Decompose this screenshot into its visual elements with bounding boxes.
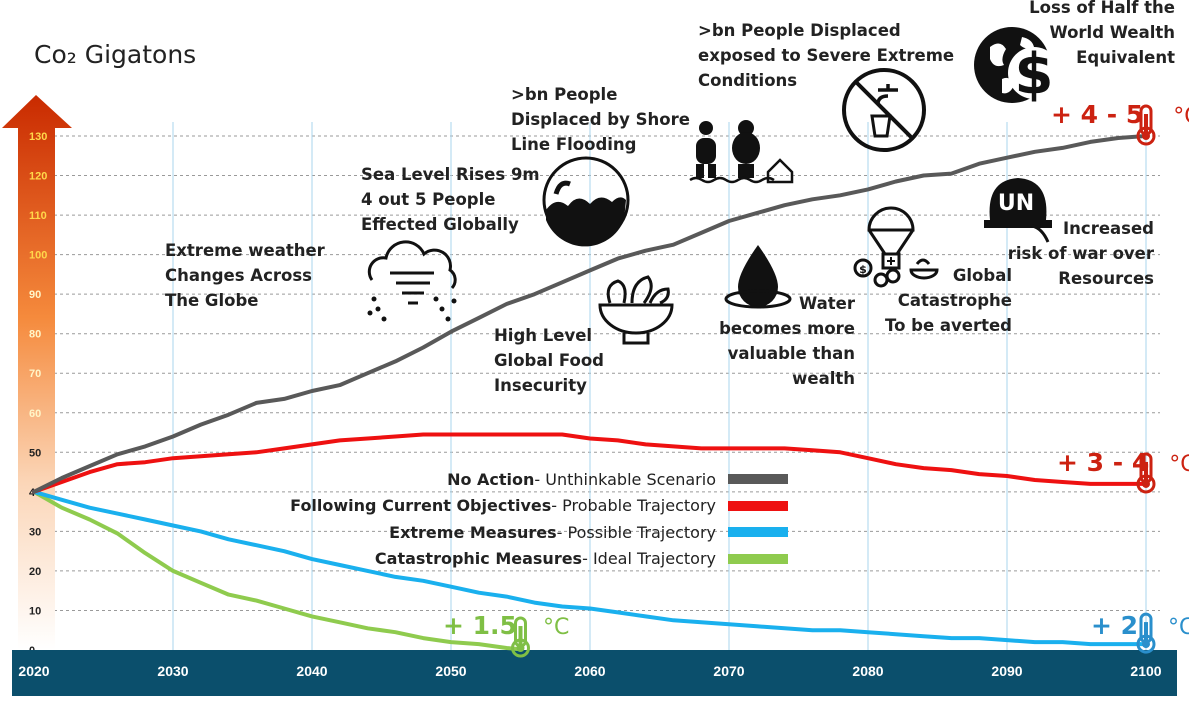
chart-title: Co₂ Gigatons — [34, 40, 197, 69]
y-tick-label: 130 — [29, 131, 47, 143]
y-tick-label: 120 — [29, 171, 47, 183]
no-water-icon — [842, 68, 926, 152]
y-tick-label: 90 — [29, 289, 41, 301]
globe-dollar-sign: $ — [1015, 42, 1054, 107]
temp-label-3-4: + 3 - 4 °C — [1057, 448, 1189, 477]
aid-coin-dollar: $ — [859, 263, 867, 276]
x-tick-label: 2030 — [157, 663, 188, 679]
legend-swatch — [728, 553, 788, 564]
thermometer-icon — [1136, 452, 1156, 494]
storm-cloud-icon — [367, 240, 457, 322]
x-tick-label: 2090 — [991, 663, 1022, 679]
temp-label-1-5: + 1.5 °C — [443, 611, 570, 640]
water-drop-icon — [724, 245, 792, 309]
annotation-shore-flooding: >bn People Displaced by Shore Line Flood… — [511, 85, 690, 154]
y-tick-label: 50 — [29, 447, 41, 459]
thermometer-icon — [1136, 104, 1156, 146]
temp-label-2: + 2 °C — [1091, 611, 1189, 640]
annotation-water-value: Water becomes more valuable than wealth — [719, 294, 855, 388]
y-tick-label: 60 — [29, 408, 41, 420]
y-axis-arrow — [2, 95, 72, 650]
legend-item-current-objectives: Following Current Objectives - Probable … — [180, 493, 788, 520]
x-tick-label: 2040 — [296, 663, 327, 679]
legend-item-no-action: No Action - Unthinkable Scenario — [180, 466, 788, 493]
legend: No Action - Unthinkable Scenario Followi… — [180, 466, 788, 572]
legend-item-catastrophic-measures: Catastrophic Measures - Ideal Trajectory — [180, 546, 788, 573]
thermometer-icon — [1136, 612, 1156, 654]
y-tick-label: 20 — [29, 566, 41, 578]
y-tick-label: 30 — [29, 526, 41, 538]
annotation-extreme-weather: Extreme weather Changes Across The Globe — [165, 241, 325, 310]
annotation-extreme-conditions: >bn People Displaced exposed to Severe E… — [698, 21, 955, 90]
legend-swatch — [728, 500, 788, 511]
y-tick-label: 10 — [29, 605, 41, 617]
y-tick-label: 80 — [29, 329, 41, 341]
x-axis-band — [12, 650, 1177, 696]
flood-wave-icon — [542, 156, 630, 247]
globe-dollar-icon: $ — [974, 27, 1060, 107]
un-helmet-icon: UN — [984, 178, 1052, 243]
x-tick-label: 2050 — [435, 663, 466, 679]
legend-swatch — [728, 527, 788, 538]
y-tick-label: 100 — [29, 250, 47, 262]
annotation-world-wealth: Loss of Half the World Wealth Equivalent — [1029, 0, 1175, 67]
un-helmet-label: UN — [998, 191, 1034, 216]
y-tick-label: 110 — [29, 210, 47, 222]
series-line-0 — [32, 134, 1148, 494]
y-tick-label: 70 — [29, 368, 41, 380]
series-line-3 — [32, 489, 523, 652]
x-tick-label: 2060 — [574, 663, 605, 679]
x-tick-label: 2070 — [713, 663, 744, 679]
food-bowl-icon — [598, 275, 674, 345]
displaced-people-icon — [689, 120, 794, 184]
legend-swatch — [728, 474, 788, 485]
x-tick-label: 2080 — [852, 663, 883, 679]
x-tick-label: 2020 — [18, 663, 49, 679]
annotation-sea-level: Sea Level Rises 9m 4 out 5 People Effect… — [361, 165, 540, 234]
aid-parachute-icon — [853, 206, 939, 288]
legend-item-extreme-measures: Extreme Measures - Possible Trajectory — [180, 519, 788, 546]
series-line-1 — [32, 432, 1148, 494]
annotation-food-insecurity: High Level Global Food Insecurity — [494, 326, 604, 395]
series-line-2 — [32, 489, 1148, 647]
annotation-global-catastrophe: Global Catastrophe To be averted — [885, 266, 1012, 335]
thermometer-icon — [511, 616, 530, 658]
x-tick-label: 2100 — [1130, 663, 1161, 679]
annotation-war-risk: Increased risk of war over Resources — [1007, 219, 1154, 288]
temp-label-4-5: + 4 - 5°C — [1051, 100, 1189, 129]
